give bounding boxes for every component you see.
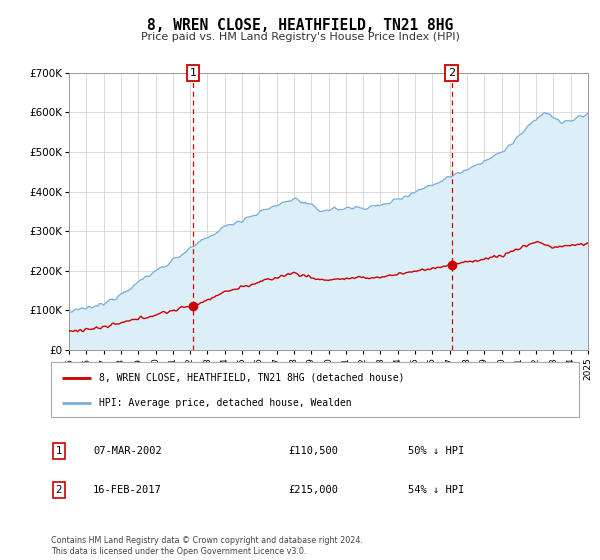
Text: £215,000: £215,000 [288,485,338,495]
Text: 07-MAR-2002: 07-MAR-2002 [93,446,162,456]
Text: 1: 1 [55,446,62,456]
Text: 1: 1 [190,68,197,78]
Text: £110,500: £110,500 [288,446,338,456]
Text: Contains HM Land Registry data © Crown copyright and database right 2024.
This d: Contains HM Land Registry data © Crown c… [51,536,363,556]
Text: 8, WREN CLOSE, HEATHFIELD, TN21 8HG (detached house): 8, WREN CLOSE, HEATHFIELD, TN21 8HG (det… [98,373,404,382]
Text: 16-FEB-2017: 16-FEB-2017 [93,485,162,495]
Text: Price paid vs. HM Land Registry's House Price Index (HPI): Price paid vs. HM Land Registry's House … [140,32,460,43]
Text: 8, WREN CLOSE, HEATHFIELD, TN21 8HG: 8, WREN CLOSE, HEATHFIELD, TN21 8HG [147,18,453,33]
Text: 54% ↓ HPI: 54% ↓ HPI [408,485,464,495]
Text: 2: 2 [448,68,455,78]
Text: 50% ↓ HPI: 50% ↓ HPI [408,446,464,456]
Text: HPI: Average price, detached house, Wealden: HPI: Average price, detached house, Weal… [98,399,351,408]
Text: 2: 2 [55,485,62,495]
